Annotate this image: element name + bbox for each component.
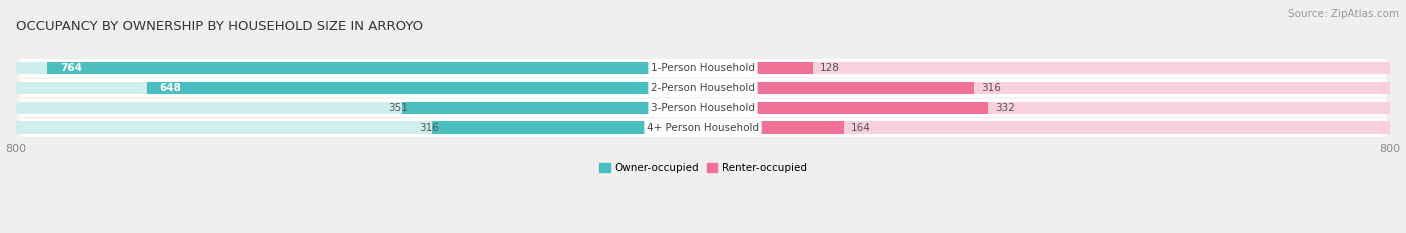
Bar (15, 102, 703, 114)
Bar (703, 62, 813, 74)
Bar (15, 121, 703, 134)
Bar (703, 121, 844, 134)
Text: 332: 332 (995, 103, 1015, 113)
Text: 316: 316 (981, 83, 1001, 93)
Text: 3-Person Household: 3-Person Household (651, 103, 755, 113)
Text: 351: 351 (388, 103, 409, 113)
FancyBboxPatch shape (20, 59, 1386, 78)
FancyBboxPatch shape (20, 79, 1386, 97)
Text: 2-Person Household: 2-Person Household (651, 83, 755, 93)
Text: 1-Person Household: 1-Person Household (651, 63, 755, 73)
Bar (46, 62, 703, 74)
Bar (703, 62, 1391, 74)
Bar (146, 82, 703, 94)
Text: 4+ Person Household: 4+ Person Household (647, 123, 759, 133)
Text: 648: 648 (159, 83, 181, 93)
Text: 128: 128 (820, 63, 839, 73)
Text: Source: ZipAtlas.com: Source: ZipAtlas.com (1288, 9, 1399, 19)
Bar (703, 102, 1391, 114)
Bar (15, 62, 703, 74)
Bar (703, 102, 988, 114)
FancyBboxPatch shape (20, 118, 1386, 137)
Bar (703, 82, 1391, 94)
Text: 764: 764 (60, 63, 82, 73)
Bar (703, 121, 1391, 134)
Text: 164: 164 (851, 123, 870, 133)
Text: 316: 316 (419, 123, 439, 133)
Text: OCCUPANCY BY OWNERSHIP BY HOUSEHOLD SIZE IN ARROYO: OCCUPANCY BY OWNERSHIP BY HOUSEHOLD SIZE… (15, 20, 423, 33)
Legend: Owner-occupied, Renter-occupied: Owner-occupied, Renter-occupied (595, 159, 811, 177)
FancyBboxPatch shape (20, 99, 1386, 117)
Bar (432, 121, 703, 134)
Bar (703, 82, 974, 94)
Bar (15, 82, 703, 94)
Bar (402, 102, 703, 114)
